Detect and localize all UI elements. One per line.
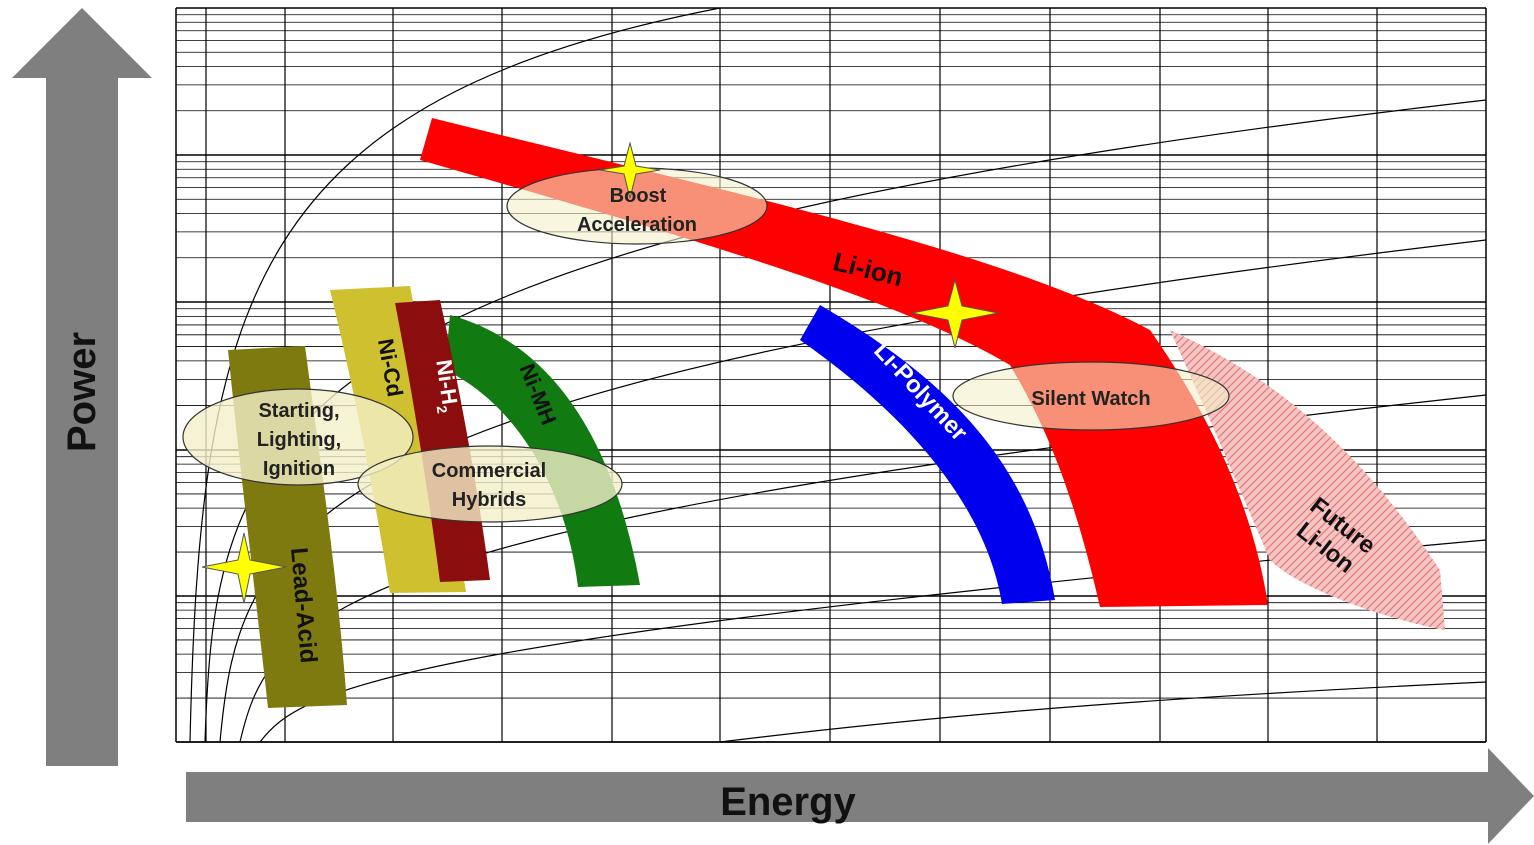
label-sli-line3: Ignition (263, 458, 335, 480)
stars (201, 141, 999, 604)
star-icon (911, 278, 999, 349)
label-ni-h2: Ni-H2 (427, 358, 463, 415)
label-silent-watch: Silent Watch (1031, 388, 1150, 410)
star-icon (599, 141, 661, 199)
label-sli-line2: Lighting, (257, 429, 341, 451)
power-arrow (12, 8, 152, 766)
ellipse-sli (182, 388, 414, 486)
label-ni-h2-main: Ni-H (431, 358, 462, 406)
ellipse-silent-watch (952, 361, 1230, 431)
ellipse-commercial-hybrids (357, 445, 623, 523)
energy-arrow (186, 748, 1534, 844)
label-ni-h2-sub: 2 (434, 405, 451, 415)
application-ellipses (182, 167, 1230, 523)
star-icon (201, 532, 287, 604)
label-boost: Boost Acceleration (577, 185, 697, 236)
grid-curve (259, 539, 1487, 743)
label-boost-line1: Boost (610, 185, 667, 207)
label-sli: Starting, Lighting, Ignition (257, 400, 341, 480)
label-sli-line1: Starting, (258, 400, 339, 422)
y-axis-label: Power (60, 332, 104, 452)
x-axis-label: Energy (720, 780, 856, 824)
label-boost-line2: Acceleration (577, 214, 697, 236)
grid-curve (189, 7, 721, 743)
technology-bands (228, 118, 1445, 708)
label-commercial-hybrids: Commercial Hybrids (432, 460, 547, 511)
grid-curve (719, 681, 1487, 743)
label-commercial-hybrids-line2: Hybrids (452, 489, 526, 511)
axes-arrows (12, 8, 1534, 844)
band-future-li-ion (1170, 330, 1445, 630)
band-li-polymer (800, 305, 1055, 604)
label-commercial-hybrids-line1: Commercial (432, 460, 547, 482)
